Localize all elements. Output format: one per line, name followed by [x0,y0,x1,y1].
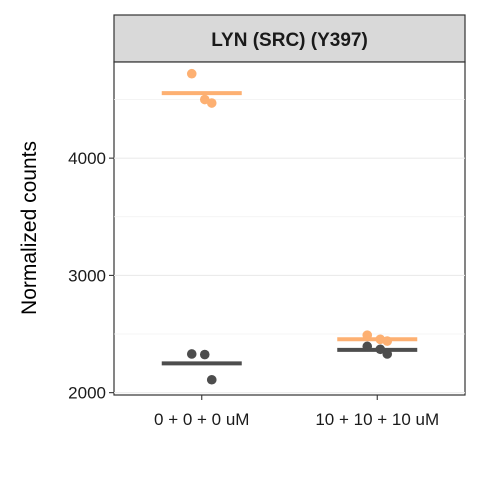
data-point [375,344,386,355]
data-point [186,349,197,359]
data-point [362,330,373,341]
data-point [362,341,373,352]
chart-title: LYN (SRC) (Y397) [211,30,368,51]
x-tick-label: 10 + 10 + 10 uM [315,410,439,429]
y-tick-label: 2000 [68,384,106,403]
data-point [206,374,217,385]
plot-panel [113,61,466,396]
data-point [382,349,393,359]
x-tick-label: 0 + 0 + 0 uM [154,410,249,429]
y-axis-title: Normalized counts [18,141,41,315]
data-point [186,68,197,79]
facet-strip: LYN (SRC) (Y397) [113,14,466,63]
x-axis: 0 + 0 + 0 uM 10 + 10 + 10 uM [154,395,439,429]
data-point [382,336,393,346]
strip-background [113,14,466,63]
y-tick-label: 4000 [68,149,106,168]
data-point [199,349,210,360]
gridlines [114,99,465,394]
y-axis: 2000 3000 4000 [68,149,114,403]
data-point [206,98,217,108]
y-tick-label: 3000 [68,266,106,285]
data-points [186,68,393,385]
